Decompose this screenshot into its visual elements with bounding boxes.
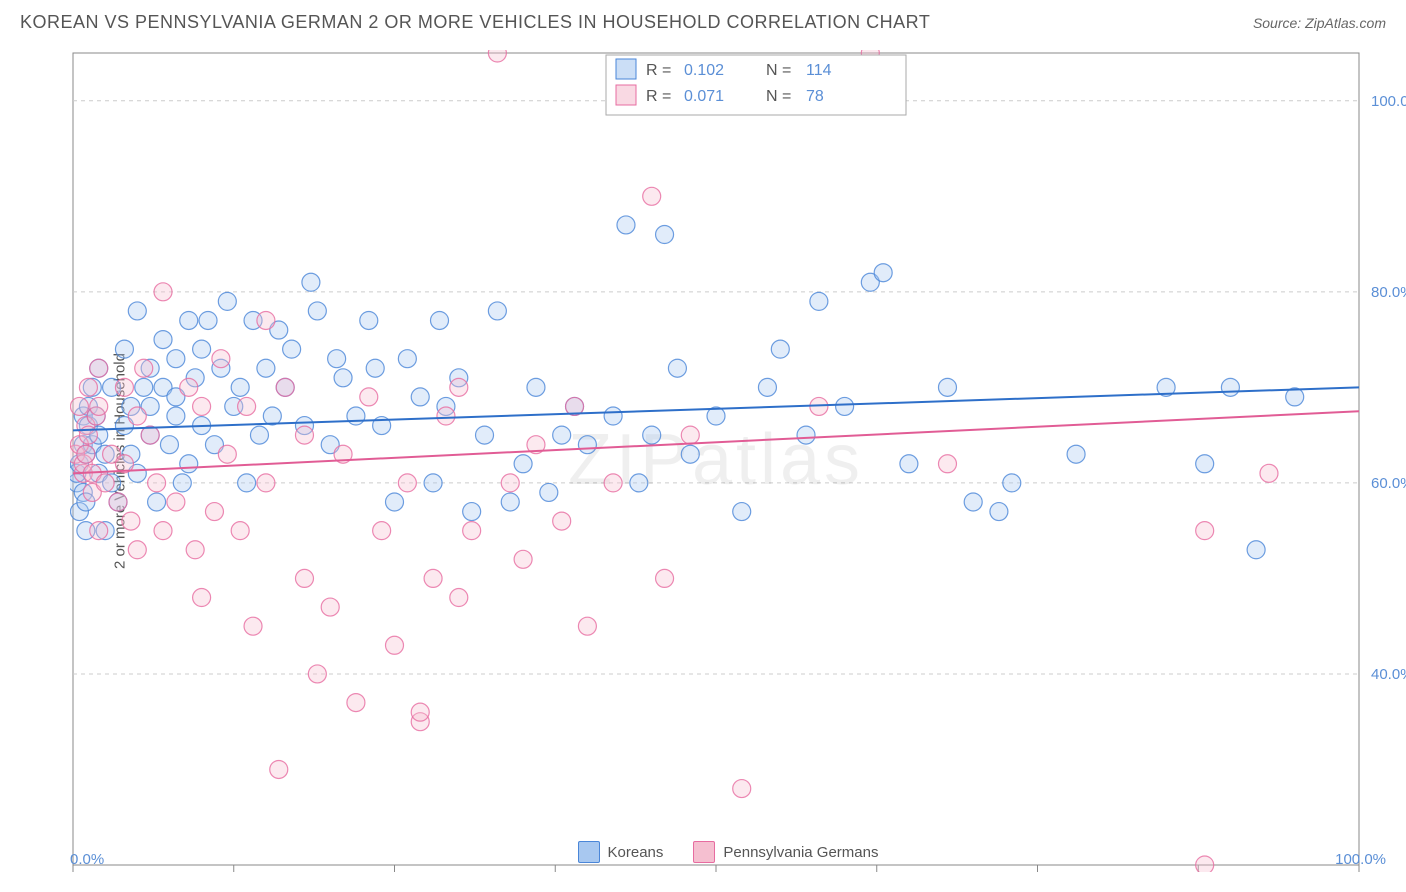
source-prefix: Source: <box>1253 15 1305 31</box>
x-axis-max-label: 100.0% <box>1335 851 1386 868</box>
svg-text:100.0%: 100.0% <box>1371 93 1406 110</box>
chart-container: 2 or more Vehicles in Household 40.0%60.… <box>20 50 1386 872</box>
svg-text:78: 78 <box>806 88 824 105</box>
svg-text:114: 114 <box>806 62 832 79</box>
svg-text:0.071: 0.071 <box>684 88 724 105</box>
svg-text:80.0%: 80.0% <box>1371 284 1406 301</box>
svg-text:0.102: 0.102 <box>684 62 724 79</box>
title-bar: KOREAN VS PENNSYLVANIA GERMAN 2 OR MORE … <box>0 0 1406 41</box>
bottom-legend: Koreans Pennsylvania Germans <box>70 832 1386 872</box>
svg-text:60.0%: 60.0% <box>1371 475 1406 492</box>
legend-row-koreans: Koreans <box>578 841 664 863</box>
scatter-chart: 40.0%60.0%80.0%100.0%ZIPatlasR =0.102N =… <box>70 50 1406 872</box>
legend-row-pagermans: Pennsylvania Germans <box>693 841 878 863</box>
svg-text:R =: R = <box>646 88 671 105</box>
svg-text:N =: N = <box>766 62 791 79</box>
legend-swatch <box>578 841 600 863</box>
svg-text:R =: R = <box>646 62 671 79</box>
legend-swatch <box>693 841 715 863</box>
svg-text:40.0%: 40.0% <box>1371 666 1406 683</box>
source-label: Source: ZipAtlas.com <box>1253 15 1386 31</box>
legend-label: Koreans <box>608 844 664 861</box>
legend-label: Pennsylvania Germans <box>723 844 878 861</box>
chart-title: KOREAN VS PENNSYLVANIA GERMAN 2 OR MORE … <box>20 12 930 33</box>
source-name: ZipAtlas.com <box>1305 15 1386 31</box>
x-axis-min-label: 0.0% <box>70 851 104 868</box>
svg-text:N =: N = <box>766 88 791 105</box>
